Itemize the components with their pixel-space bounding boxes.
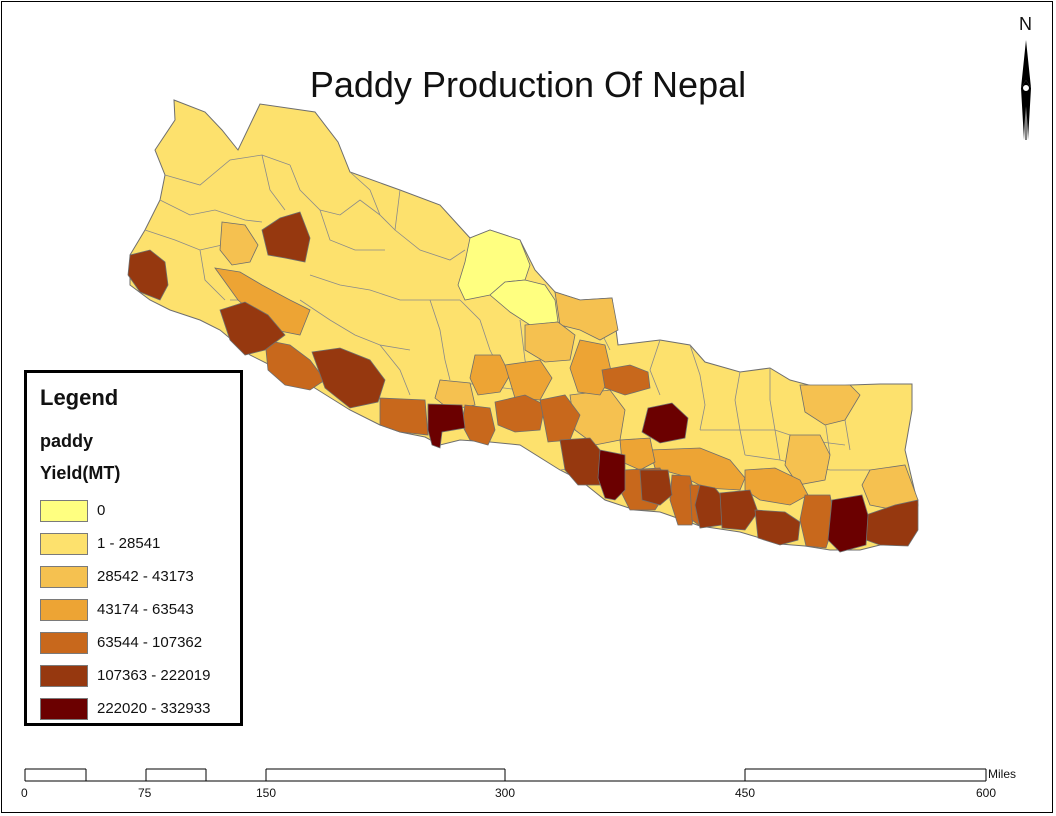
map-title: Paddy Production Of Nepal [309, 64, 747, 105]
legend-swatch [40, 697, 88, 720]
district-c3-c [504, 359, 553, 401]
legend-items: 0 1 - 28541 28542 - 43173 43174 - 63543 … [40, 494, 210, 725]
scale-tick-label: 0 [21, 786, 28, 800]
scale-tick-label: 150 [256, 786, 277, 800]
district-c5-c [261, 211, 311, 263]
legend-label: 222020 - 332933 [97, 700, 211, 717]
district-c5-e [559, 437, 601, 486]
legend-title: Legend [40, 385, 119, 410]
legend-label: 63544 - 107362 [97, 634, 203, 651]
district-c5-h [719, 489, 759, 531]
legend-label: 28542 - 43173 [97, 568, 194, 585]
scale-bar [24, 768, 987, 782]
legend-item: 0 [40, 494, 210, 527]
district-c4-b [379, 397, 429, 436]
legend-swatch [40, 598, 88, 621]
legend-item: 107363 - 222019 [40, 659, 210, 692]
district-c2-a [219, 221, 259, 266]
scale-tick-label: 75 [138, 786, 152, 800]
district-class0-b [489, 279, 559, 326]
district-c4-h [669, 474, 697, 526]
district-c2-d [799, 384, 861, 426]
district-c5-a [127, 249, 169, 301]
legend-field-name: Yield(MT) [40, 463, 121, 483]
scale-tick-label: 450 [735, 786, 756, 800]
district-c5-i [754, 509, 801, 546]
district-c5-j [865, 499, 919, 547]
district-c4-a [264, 339, 326, 391]
north-label: N [1019, 14, 1032, 34]
north-arrow [1021, 40, 1031, 140]
district-c5-d [311, 347, 386, 409]
legend-layer-name: paddy [40, 431, 94, 451]
legend-item: 43174 - 63543 [40, 593, 210, 626]
district-c5-f [639, 469, 673, 506]
legend-label: 0 [97, 502, 106, 519]
legend-item: 1 - 28541 [40, 527, 210, 560]
district-c4-d [494, 394, 546, 433]
legend-label: 107363 - 222019 [97, 667, 211, 684]
district-c3-d [569, 339, 613, 396]
district-c6-b [597, 449, 626, 501]
district-c5-b [219, 301, 286, 356]
legend-label: 43174 - 63543 [97, 601, 194, 618]
legend-swatch [40, 532, 88, 555]
district-c6-d [827, 494, 869, 553]
legend-swatch [40, 565, 88, 588]
legend-swatch [40, 631, 88, 654]
legend-label: 1 - 28541 [97, 535, 161, 552]
district-c3-b [469, 354, 511, 396]
district-c4-f [601, 364, 651, 396]
legend-swatch [40, 664, 88, 687]
district-c4-j [799, 494, 836, 549]
legend-item: 63544 - 107362 [40, 626, 210, 659]
scale-unit-label: Miles [988, 767, 1017, 781]
legend-swatch [40, 499, 88, 522]
scale-tick-label: 600 [976, 786, 997, 800]
district-polygons [127, 211, 919, 553]
legend-item: 222020 - 332933 [40, 692, 210, 725]
scale-tick-label: 300 [495, 786, 516, 800]
district-c2-c [524, 321, 576, 363]
legend-item: 28542 - 43173 [40, 560, 210, 593]
legend-box: Legend paddy Yield(MT) 0 1 - 28541 28542… [24, 370, 243, 726]
district-c6-a [427, 403, 466, 449]
district-c6-c [641, 402, 689, 444]
district-c4-e [539, 394, 581, 443]
district-c2-h [784, 434, 831, 486]
